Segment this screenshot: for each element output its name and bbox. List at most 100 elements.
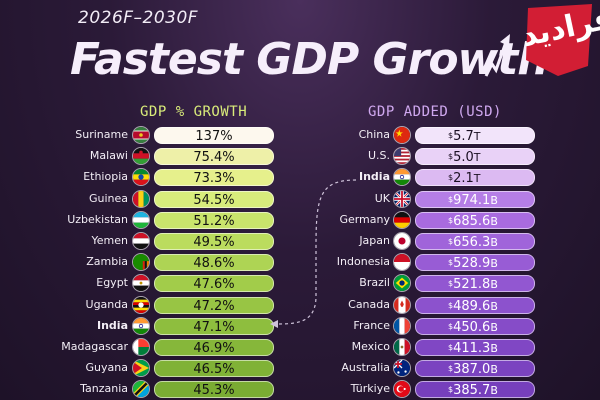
added-bar: $2.1T [415, 169, 535, 187]
growth-country-label: Ethiopia [83, 170, 128, 184]
amount-unit: T [473, 130, 481, 143]
added-value-label: $685.6B [448, 213, 498, 230]
growth-bar: 46.5% [154, 360, 274, 378]
added-country-label: U.S. [367, 149, 390, 163]
added-value-label: $974.1B [448, 192, 498, 209]
amount-number: 387.0 [453, 362, 491, 378]
amount-unit: B [490, 278, 498, 292]
zambia-flag-icon [132, 253, 150, 272]
currency-symbol: $ [448, 152, 454, 162]
ethiopia-flag-icon [132, 168, 150, 187]
growth-value-label: 75.4% [193, 150, 235, 166]
japan-flag-icon [393, 232, 411, 250]
amount-unit: B [490, 363, 498, 377]
added-row-indonesia: Indonesia $528.9B [300, 253, 540, 272]
currency-symbol: $ [448, 385, 454, 395]
added-value-label: $5.0T [448, 149, 481, 166]
amount-number: 5.0 [453, 150, 474, 166]
growth-bar: 45.3% [154, 381, 274, 399]
china-flag-icon [393, 126, 411, 144]
suriname-flag-icon [132, 126, 150, 144]
added-country-label: UK [374, 191, 390, 205]
growth-country-label: Tanzania [80, 382, 128, 396]
added-country-label: India [359, 170, 390, 184]
growth-country-label: Madagascar [61, 340, 128, 353]
added-bar: $489.6B [415, 296, 535, 315]
added-row-australia: Australia $387.0B [300, 359, 540, 378]
growth-bar: 51.2% [154, 211, 274, 229]
growth-bar: 47.2% [154, 296, 274, 314]
growth-country-label: Guinea [88, 191, 128, 205]
period-subtitle: 2026F–2030F [78, 8, 199, 28]
growth-row-uganda: Uganda 47.2% [20, 295, 274, 315]
growth-row-guyana: Guyana 46.5% [20, 359, 274, 378]
egypt-flag-icon [132, 274, 150, 293]
added-row-india: India $2.1T [300, 168, 540, 187]
growth-bar: 48.6% [154, 254, 274, 272]
amount-unit: B [490, 214, 498, 228]
added-value-label: $528.9B [448, 255, 498, 272]
added-bar: $5.7T [415, 127, 535, 144]
added-value-label: $489.6B [448, 298, 498, 315]
added-country-label: Mexico [351, 340, 390, 353]
india-flag-icon [132, 316, 150, 335]
added-value-label: $450.6B [448, 319, 498, 336]
growth-row-suriname: Suriname 137% [20, 126, 274, 145]
added-value-label: $411.3B [448, 340, 498, 357]
indonesia-flag-icon [393, 253, 411, 272]
added-bar: $656.3B [415, 233, 535, 250]
amount-unit: B [490, 193, 498, 207]
amount-unit: B [490, 257, 498, 271]
growth-row-tanzania: Tanzania 45.3% [20, 380, 274, 399]
growth-country-label: Uganda [85, 297, 128, 311]
amount-unit: B [490, 320, 498, 334]
canada-flag-icon [393, 295, 411, 314]
currency-symbol: $ [448, 131, 454, 140]
amount-number: 5.7 [453, 129, 474, 144]
amount-number: 489.6 [453, 298, 491, 314]
added-country-label: Japan [359, 234, 390, 247]
growth-value-label: 45.3% [193, 383, 235, 399]
growth-country-label: India [97, 318, 128, 332]
growth-country-label: Zambia [86, 255, 128, 269]
added-row-uk: UK $974.1B [300, 189, 540, 209]
added-country-label: Indonesia [336, 255, 390, 269]
malawi-flag-icon [132, 147, 150, 166]
amount-unit: B [490, 384, 498, 398]
added-row-china: China $5.7T [300, 126, 540, 145]
added-value-label: $521.8B [448, 276, 498, 293]
growth-row-uzbekistan: Uzbekistan 51.2% [20, 210, 274, 230]
amount-number: 2.1 [453, 171, 474, 187]
growth-country-label: Malawi [89, 149, 128, 163]
growth-country-label: Egypt [96, 276, 128, 290]
currency-symbol: $ [448, 237, 454, 246]
added-bar: $521.8B [415, 275, 535, 293]
india-flag-icon [393, 168, 411, 187]
amount-number: 411.3 [453, 341, 491, 356]
growth-row-madagascar: Madagascar 46.9% [20, 338, 274, 357]
growth-row-ethiopia: Ethiopia 73.3% [20, 168, 274, 187]
growth-value-label: 48.6% [193, 256, 235, 272]
growth-row-yemen: Yemen 49.5% [20, 232, 274, 251]
growth-arrow-icon [484, 34, 510, 77]
growth-bar: 54.5% [154, 190, 274, 208]
added-bar: $685.6B [415, 211, 535, 230]
added-value-label: $656.3B [448, 234, 498, 251]
currency-symbol: $ [448, 173, 454, 183]
france-flag-icon [393, 316, 411, 335]
australia-flag-icon [393, 359, 411, 378]
added-bar: $450.6B [415, 317, 535, 336]
growth-value-label: 47.1% [193, 319, 235, 335]
currency-symbol: $ [448, 343, 454, 352]
added-country-label: Australia [341, 361, 390, 375]
growth-bar: 73.3% [154, 169, 274, 187]
site-logo [526, 4, 592, 76]
yemen-flag-icon [132, 232, 150, 250]
added-country-label: Canada [348, 297, 390, 311]
added-country-label: France [353, 318, 390, 332]
added-row-canada: Canada $489.6B [300, 295, 540, 315]
amount-number: 974.1 [453, 192, 491, 208]
added-country-label: Brazil [359, 276, 390, 290]
growth-country-label: Suriname [75, 128, 128, 141]
amount-number: 528.9 [453, 256, 491, 272]
